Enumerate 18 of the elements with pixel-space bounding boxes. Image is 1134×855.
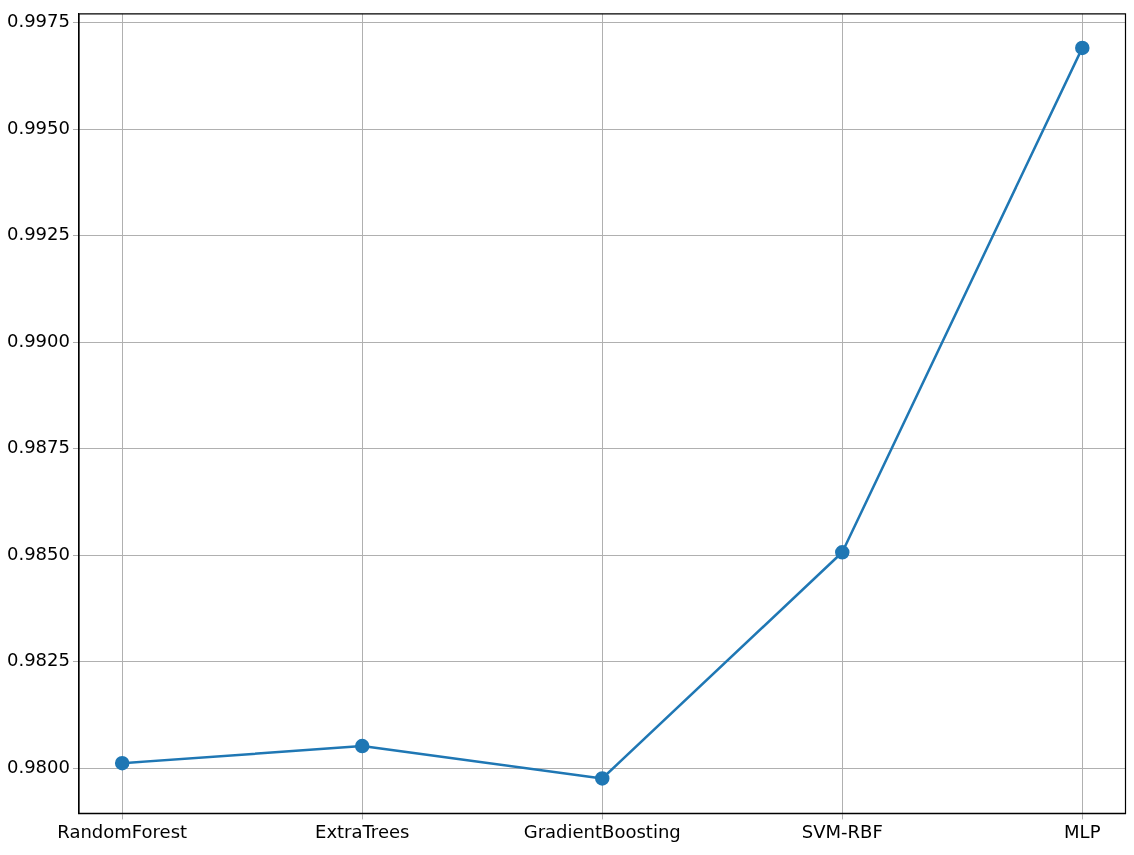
y-tick-label: 0.9825: [7, 649, 70, 671]
x-tick-label: ExtraTrees: [315, 820, 410, 842]
point: [835, 545, 850, 560]
point: [594, 771, 610, 786]
y-tick-label: 0.9900: [7, 329, 70, 351]
y-tick-label: 0.9975: [7, 10, 70, 32]
point: [354, 738, 370, 754]
point: [1075, 40, 1090, 56]
y-tick-label: 0.9800: [7, 755, 70, 777]
x-tick-label: SVM-RBF: [801, 820, 883, 842]
y-tick-label: 0.9925: [7, 223, 70, 245]
y-tick-label: 0.9950: [7, 116, 70, 138]
x-tick-label: RandomForest: [57, 820, 188, 842]
y-tick-label: 0.9850: [7, 542, 70, 564]
x-tick-label: GradientBoosting: [523, 820, 681, 842]
y-tick-label: 0.9875: [7, 436, 70, 458]
x-tick-label: MLP: [1064, 820, 1101, 842]
point: [114, 755, 130, 771]
